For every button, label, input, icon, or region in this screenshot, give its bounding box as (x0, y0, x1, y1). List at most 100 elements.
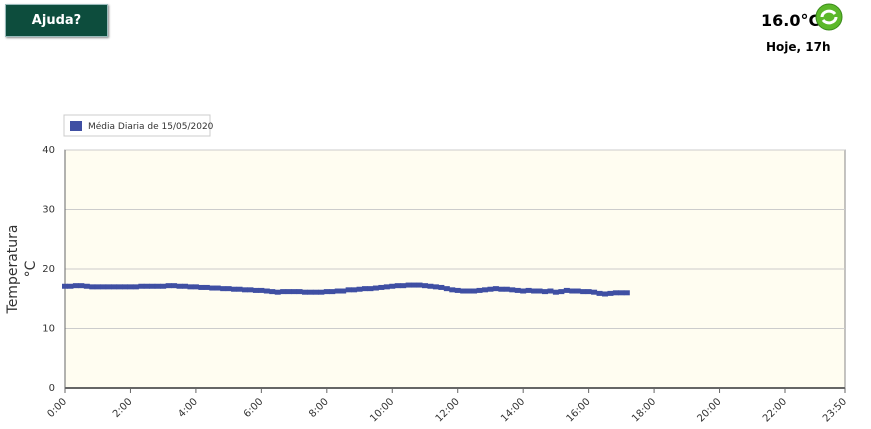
legend-label: Média Diaria de 15/05/2020 (88, 121, 214, 132)
data-point (427, 283, 434, 289)
data-point (236, 286, 243, 292)
data-point (542, 289, 548, 295)
data-point (83, 283, 90, 289)
data-point (514, 287, 521, 293)
data-point (623, 290, 630, 296)
data-point (67, 283, 74, 289)
data-point (296, 289, 303, 295)
data-point (569, 288, 576, 294)
data-point (525, 287, 532, 293)
data-point (378, 284, 385, 290)
data-point (602, 291, 608, 297)
data-point (160, 283, 167, 289)
data-point (432, 284, 439, 290)
data-point (209, 285, 216, 291)
data-point (476, 287, 483, 293)
data-point (345, 287, 352, 293)
data-point (438, 284, 445, 290)
data-point (258, 287, 265, 293)
data-point (214, 285, 221, 291)
data-point (203, 284, 210, 290)
data-point (612, 290, 619, 296)
data-point (422, 283, 428, 289)
data-point (585, 289, 592, 295)
data-point (127, 284, 134, 290)
data-point (454, 287, 461, 293)
data-point (531, 288, 538, 294)
data-point (280, 289, 287, 295)
x-tick-label: 16:00 (565, 396, 593, 424)
x-tick-label: 8:00 (307, 396, 331, 420)
data-point (552, 289, 559, 295)
data-point (138, 283, 145, 289)
data-point (498, 286, 505, 292)
data-point (356, 286, 363, 292)
data-point (405, 282, 412, 288)
x-tick-label: 6:00 (242, 396, 266, 420)
data-point (367, 286, 374, 292)
y-axis-unit: °C (23, 260, 39, 277)
data-point (105, 284, 112, 290)
data-point (591, 289, 598, 295)
data-point (176, 283, 183, 289)
legend-swatch (70, 121, 82, 131)
legend-box (63, 114, 211, 137)
data-point (471, 288, 478, 294)
data-point (607, 290, 614, 296)
x-tick-label: 20:00 (696, 396, 724, 424)
y-tick-label: 40 (42, 145, 55, 156)
data-point (165, 283, 172, 289)
x-tick-label: 2:00 (111, 396, 135, 420)
data-point (122, 284, 128, 290)
data-point (274, 289, 281, 295)
data-point (269, 289, 276, 295)
data-point (94, 284, 101, 290)
data-point (465, 288, 472, 294)
data-point (334, 288, 341, 294)
data-point (116, 284, 123, 290)
data-point (596, 290, 603, 296)
data-point (225, 286, 232, 292)
data-point (78, 283, 85, 289)
y-axis-label: Temperatura (5, 225, 21, 315)
data-point (302, 289, 308, 295)
data-point (154, 283, 161, 289)
data-point (192, 284, 199, 290)
data-point (329, 289, 336, 295)
data-point (62, 283, 68, 289)
data-point (111, 284, 118, 290)
data-point (323, 289, 330, 295)
data-point (482, 287, 488, 293)
data-point (372, 285, 379, 291)
data-point (143, 283, 150, 289)
data-point (307, 289, 314, 295)
data-point (536, 288, 543, 294)
data-point (509, 287, 516, 293)
data-point (411, 282, 418, 288)
data-point (340, 288, 347, 294)
data-point (198, 284, 205, 290)
x-tick-label: 4:00 (176, 396, 200, 420)
data-point (242, 287, 248, 293)
data-point (563, 287, 570, 293)
data-point (312, 289, 319, 295)
data-point (252, 287, 259, 293)
data-point (285, 289, 292, 295)
data-point (263, 288, 270, 294)
data-point (362, 286, 368, 292)
current-temperature: 16.0°C (761, 11, 821, 30)
data-point (72, 283, 79, 289)
data-point (449, 287, 456, 293)
y-tick-label: 0 (49, 383, 55, 394)
x-tick-label: 22:00 (761, 396, 789, 424)
data-point (182, 283, 188, 289)
data-point (460, 288, 467, 294)
y-tick-label: 10 (42, 324, 55, 335)
data-point (520, 288, 527, 294)
data-point (89, 284, 96, 290)
y-tick-label: 30 (42, 205, 55, 216)
help-button[interactable]: Ajuda? (5, 4, 108, 37)
refresh-icon[interactable] (815, 3, 845, 33)
